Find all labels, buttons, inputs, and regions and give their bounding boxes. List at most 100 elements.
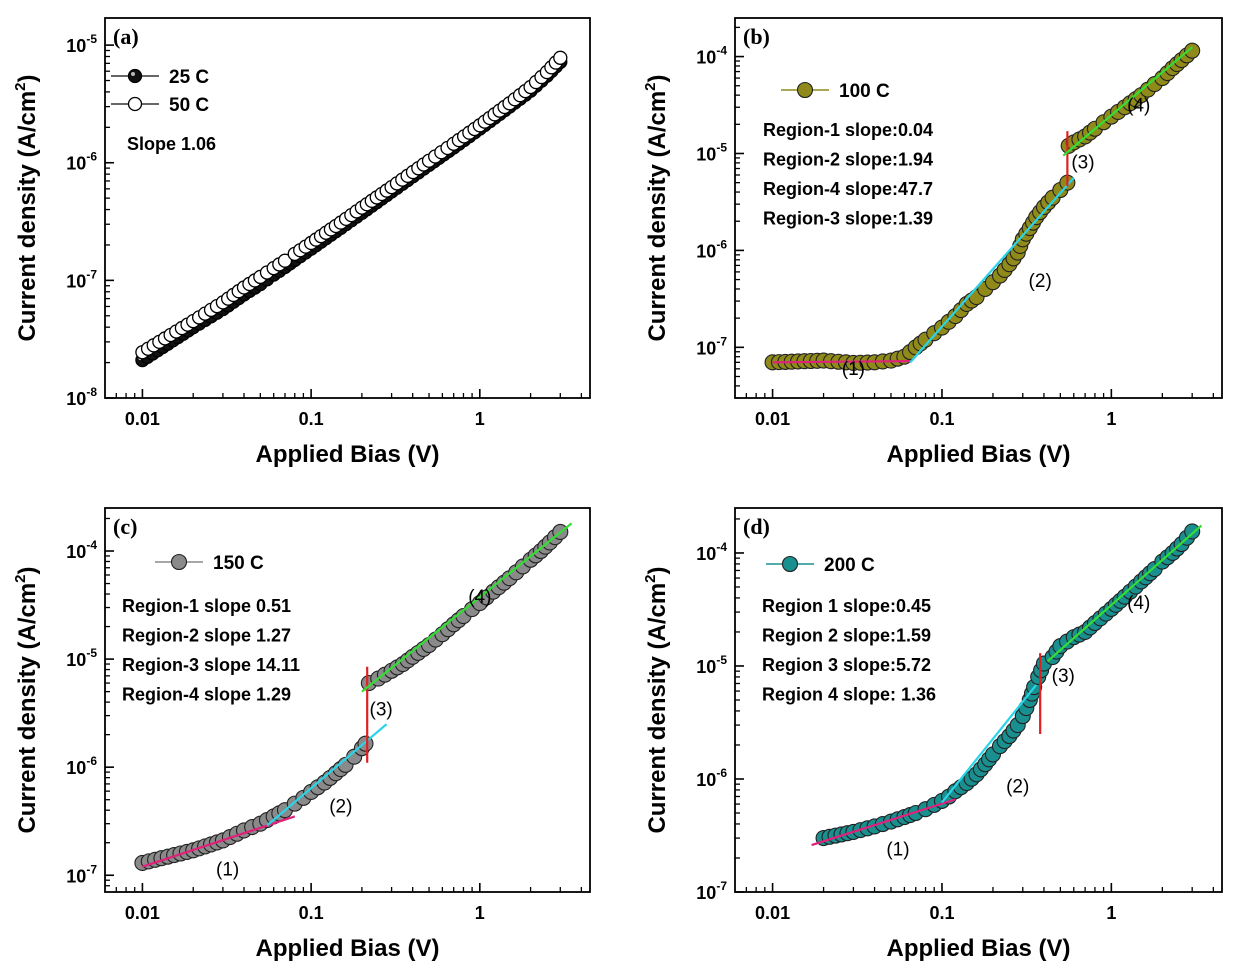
x-axis-label: Applied Bias (V) <box>255 935 439 962</box>
region-label: (2) <box>1006 776 1029 797</box>
y-tick-label: 10-7 <box>696 334 727 358</box>
legend-marker-highlight <box>131 72 135 76</box>
y-tick-label: 10-7 <box>66 862 97 886</box>
slope-annotation: Region-2 slope:1.94 <box>763 150 933 170</box>
legend-label: 100 C <box>839 81 890 102</box>
legend-marker <box>796 81 814 99</box>
series-50-c <box>135 50 568 360</box>
x-axis-label: Applied Bias (V) <box>886 441 1070 468</box>
region-label: (4) <box>1127 593 1150 614</box>
x-axis-label: Applied Bias (V) <box>255 441 439 468</box>
fit-line-2 <box>266 723 388 827</box>
x-tick-label: 0.1 <box>299 409 324 429</box>
x-axis-label: Applied Bias (V) <box>886 935 1070 962</box>
panel-b: 0.01 0.1 1 10-7 10-6 10-5 10-4 Applied Bias (V)… <box>642 17 1223 468</box>
legend: 25 C 50 C <box>111 67 209 116</box>
slope-annotation: Region-4 slope 1.29 <box>122 685 291 705</box>
y-tick-label: 10-4 <box>696 44 727 68</box>
fit-line-2 <box>909 177 1075 364</box>
x-tick-label: 0.01 <box>755 903 790 923</box>
plot-frame <box>734 17 1223 399</box>
legend-marker <box>170 553 188 571</box>
region-label: (3) <box>370 700 393 721</box>
y-tick-label: 10-6 <box>66 150 97 174</box>
plot-area <box>811 523 1203 847</box>
x-tick-label: 1 <box>1106 903 1116 923</box>
x-tick-label: 0.01 <box>755 409 790 429</box>
y-tick-label: 10-5 <box>66 32 97 56</box>
fit-line-1 <box>811 798 956 847</box>
slope-annotation: Region-1 slope:0.04 <box>763 120 933 140</box>
x-tick-label: 0.1 <box>929 903 954 923</box>
y-tick-label: 10-8 <box>66 385 97 409</box>
y-tick-label: 10-4 <box>66 538 97 562</box>
legend-marker <box>781 555 799 573</box>
y-tick-label: 10-7 <box>66 267 97 291</box>
slope-annotation: Slope 1.06 <box>127 134 216 154</box>
y-tick-label: 10-6 <box>696 766 727 790</box>
region-label: (3) <box>1071 152 1094 173</box>
slope-annotation: Region-3 slope:1.39 <box>763 209 933 229</box>
panel-title: (b) <box>743 24 770 49</box>
x-tick-label: 1 <box>1106 409 1116 429</box>
y-axis-label: Current density (A/cm2) <box>642 566 671 833</box>
slope-annotation: Region-2 slope 1.27 <box>122 626 291 646</box>
fit-line-2 <box>941 684 1038 804</box>
legend-marker <box>127 96 143 112</box>
region-label: (1) <box>842 359 865 380</box>
data-point <box>277 253 293 268</box>
legend: 150 C <box>155 553 264 574</box>
y-tick-label: 10-5 <box>696 140 727 164</box>
y-tick-label: 10-6 <box>66 754 97 778</box>
legend-label: 25 C <box>169 67 209 88</box>
y-axis-label: Current density (A/cm2) <box>12 566 41 833</box>
region-label: (4) <box>468 587 491 608</box>
x-tick-label: 0.1 <box>929 409 954 429</box>
x-tick-label: 1 <box>475 409 485 429</box>
data-point <box>1184 523 1201 540</box>
fit-line-4 <box>1046 524 1203 663</box>
plot-area <box>134 522 573 871</box>
region-label: (1) <box>886 840 909 861</box>
y-tick-label: 10-4 <box>696 540 727 564</box>
region-label: (2) <box>329 797 352 818</box>
y-tick-label: 10-6 <box>696 237 727 261</box>
y-tick-label: 10-5 <box>66 646 97 670</box>
region-label: (1) <box>216 859 239 880</box>
region-label: (4) <box>1127 96 1150 117</box>
panel-title: (a) <box>113 24 139 49</box>
slope-annotation: Region-4 slope:47.7 <box>763 179 933 199</box>
data-point <box>553 50 568 65</box>
plot-frame <box>104 17 591 399</box>
fit-line-4 <box>361 522 573 693</box>
legend-label: 200 C <box>824 555 875 576</box>
y-axis-label: Current density (A/cm2) <box>642 74 671 341</box>
panel-a: 0.01 0.1 1 10-8 10-7 10-6 10-5 Applied Bias (V)… <box>12 17 591 468</box>
plot-frame <box>734 507 1223 893</box>
y-tick-label: 10-7 <box>696 879 727 903</box>
y-tick-label: 10-5 <box>696 653 727 677</box>
slope-annotation: Region-3 slope 14.11 <box>122 655 300 675</box>
slope-annotation: Region 1 slope:0.45 <box>762 596 931 616</box>
slope-annotation: Region 3 slope:5.72 <box>762 655 931 675</box>
plot-area <box>764 42 1201 371</box>
region-label: (3) <box>1052 666 1075 687</box>
panel-title: (d) <box>743 514 770 539</box>
x-tick-label: 0.01 <box>125 903 160 923</box>
legend-label: 150 C <box>213 553 264 574</box>
legend-label: 50 C <box>169 95 209 116</box>
data-point <box>1184 42 1201 59</box>
series-100-c <box>764 42 1201 371</box>
slope-annotation: Region 2 slope:1.59 <box>762 626 931 646</box>
y-axis-label: Current density (A/cm2) <box>12 74 41 341</box>
legend: 200 C <box>766 555 875 576</box>
legend-marker <box>127 68 143 84</box>
fit-line-4 <box>1062 46 1193 157</box>
x-tick-label: 0.01 <box>125 409 160 429</box>
x-tick-label: 1 <box>475 903 485 923</box>
slope-annotation: Region-1 slope 0.51 <box>122 596 291 616</box>
region-label: (2) <box>1029 271 1052 292</box>
x-tick-label: 0.1 <box>299 903 324 923</box>
panel-title: (c) <box>113 514 137 539</box>
